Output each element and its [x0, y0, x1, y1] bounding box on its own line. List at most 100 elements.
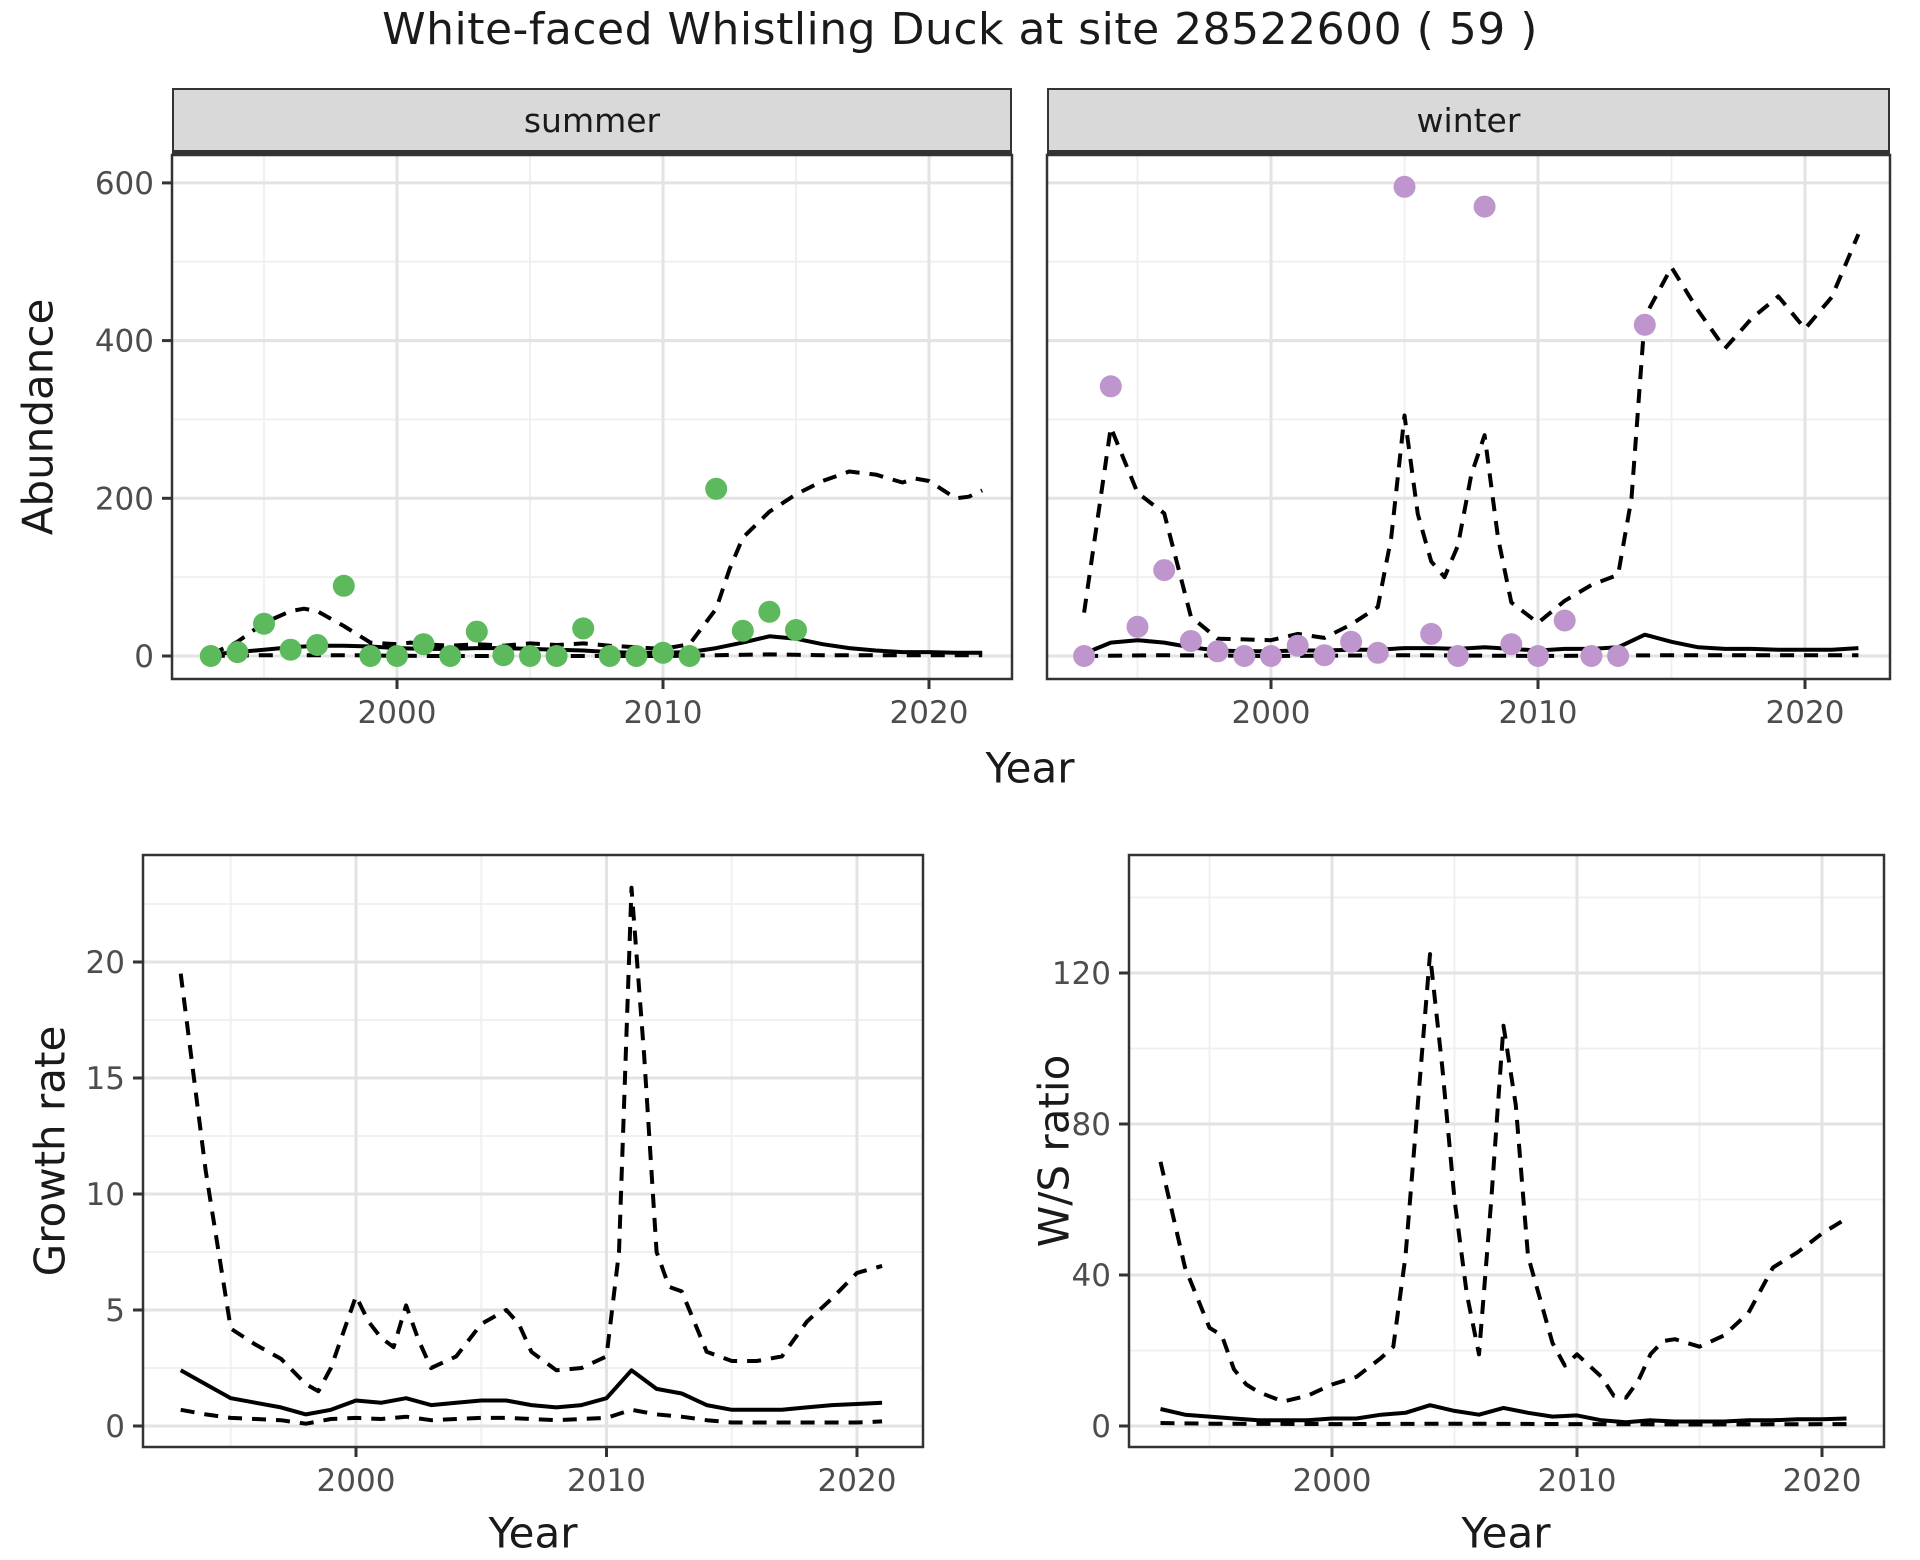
data-point: [785, 619, 807, 641]
facet-strip-summer: summer: [172, 88, 1012, 155]
y-tick-label: 10: [86, 1177, 125, 1213]
series-group: [1073, 175, 1861, 667]
data-point: [1179, 630, 1202, 652]
panel-border: [170, 153, 1014, 681]
panel-border: [1127, 853, 1886, 1449]
data-point: [1633, 313, 1656, 336]
x-tick-label: 2020: [818, 1463, 897, 1499]
data-point: [359, 645, 382, 667]
series-line-ci-lower: [1084, 653, 1859, 658]
data-point: [678, 645, 701, 667]
data-point: [1286, 634, 1309, 657]
series-line-ci-lower: [180, 1407, 883, 1426]
series-line-ci-lower: [210, 652, 983, 658]
data-point: [1607, 645, 1630, 667]
x-axis-title-year-top: Year: [985, 743, 1075, 793]
series-group: [178, 885, 883, 1426]
plot-title: White-faced Whistling Duck at site 28522…: [382, 4, 1538, 55]
series-group: [199, 469, 984, 667]
panel-ws-ratio: 2000 2010 2020 0 40 80 120: [1052, 853, 1886, 1499]
series-line-model-fit: [1160, 1403, 1847, 1425]
series-line-ci-upper: [1082, 233, 1861, 643]
data-point: [279, 638, 302, 661]
y-tick-label: 5: [105, 1293, 125, 1329]
panel-abundance-summer: 2000 2010 2020 0 200 400 600: [95, 153, 1014, 731]
data-point: [598, 645, 621, 667]
data-point: [705, 477, 728, 500]
x-tick-label: 2010: [1499, 695, 1578, 731]
data-point: [465, 620, 488, 643]
y-tick-label: 15: [86, 1061, 125, 1097]
panel-growth-rate: 2000 2010 2020 0 5 10 15 20: [86, 853, 925, 1499]
data-point: [199, 645, 222, 667]
y-tick-label: 0: [1091, 1409, 1111, 1445]
y-tick-label: 120: [1052, 956, 1111, 992]
data-point: [1500, 633, 1523, 656]
data-point: [1313, 644, 1336, 667]
data-point: [572, 617, 595, 640]
panel-abundance-winter: 2000 2010 2020: [1045, 153, 1892, 731]
facet-strip-winter-label: winter: [1416, 100, 1521, 140]
data-point: [519, 645, 541, 667]
data-point: [758, 600, 781, 623]
data-point: [652, 641, 674, 664]
series-line-ci-lower: [1160, 1421, 1847, 1427]
y-axis-title-ws-ratio: W/S ratio: [1029, 1054, 1079, 1248]
x-tick-label: 2000: [317, 1463, 396, 1499]
data-point: [492, 644, 515, 667]
data-point: [1366, 641, 1389, 664]
x-tick-label: 2020: [890, 695, 969, 731]
data-point: [1393, 175, 1416, 198]
data-point: [1446, 645, 1469, 667]
panel-border: [141, 853, 925, 1449]
data-point: [1126, 615, 1149, 638]
y-tick-label: 0: [105, 1409, 125, 1445]
y-tick-label: 0: [134, 639, 154, 675]
series-line-ci-upper: [178, 885, 883, 1394]
data-point: [1580, 645, 1603, 667]
data-point: [1153, 559, 1176, 582]
series-group: [1158, 952, 1848, 1427]
x-tick-label: 2020: [1783, 1463, 1862, 1499]
data-point: [1340, 630, 1363, 653]
x-tick-label: 2010: [624, 695, 703, 731]
data-point: [226, 641, 249, 664]
y-tick-label: 20: [86, 945, 125, 981]
facet-strip-summer-label: summer: [523, 100, 661, 140]
x-tick-label: 2020: [1766, 695, 1845, 731]
x-tick-label: 2000: [358, 695, 437, 731]
y-tick-label: 80: [1072, 1107, 1111, 1143]
data-point: [1073, 645, 1096, 667]
x-tick-label: 2010: [1538, 1463, 1617, 1499]
data-point: [545, 645, 568, 667]
x-tick-label: 2000: [1293, 1463, 1372, 1499]
series-line-model-fit: [210, 634, 983, 657]
data-point: [1527, 645, 1549, 667]
data-point: [625, 645, 648, 667]
data-point: [1099, 375, 1122, 398]
data-point: [439, 645, 462, 667]
data-point: [1420, 622, 1443, 645]
series-line-model-fit: [179, 1368, 883, 1417]
y-tick-label: 200: [95, 481, 154, 517]
series-line-ci-upper: [1158, 952, 1848, 1404]
data-point: [1260, 645, 1282, 667]
data-point: [1473, 195, 1496, 218]
y-tick-label: 400: [95, 324, 154, 360]
data-point: [1206, 640, 1229, 663]
data-point: [386, 645, 408, 667]
y-tick-label: 40: [1072, 1258, 1111, 1294]
y-axis-title-abundance: Abundance: [13, 298, 63, 536]
y-axis-title-growth-rate: Growth rate: [25, 1025, 75, 1277]
x-axis-title-year-bottom-right: Year: [1461, 1508, 1551, 1558]
data-point: [1553, 609, 1576, 632]
data-point: [731, 619, 754, 642]
data-point: [332, 574, 355, 597]
x-axis-title-year-bottom-left: Year: [488, 1508, 578, 1558]
facet-strip-winter: winter: [1047, 88, 1890, 155]
x-tick-label: 2000: [1232, 695, 1311, 731]
panel-border: [1045, 153, 1892, 681]
x-tick-label: 2010: [567, 1463, 646, 1499]
